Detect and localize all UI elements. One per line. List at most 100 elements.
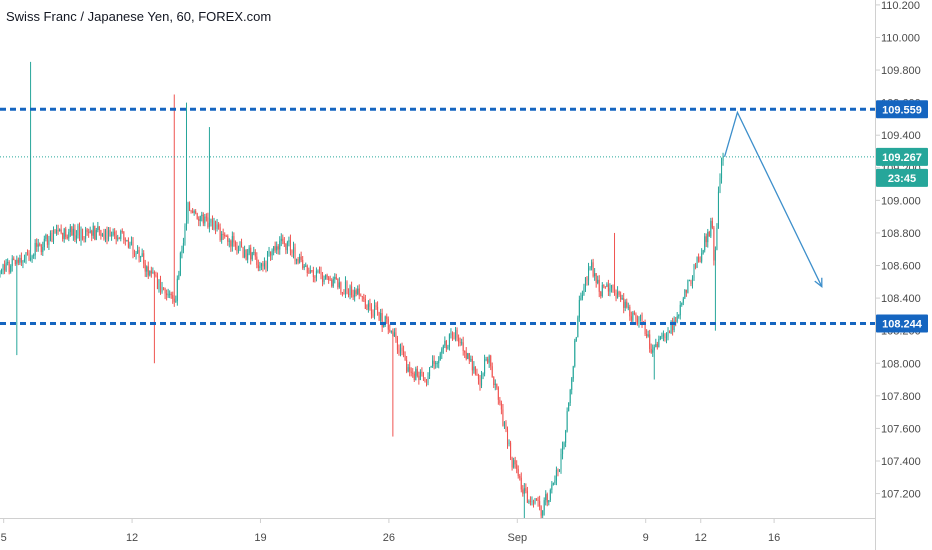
candle-body xyxy=(676,316,678,322)
candle-body xyxy=(390,330,392,332)
candle-body xyxy=(133,254,136,255)
candle-body xyxy=(580,298,582,300)
candle-body xyxy=(5,262,7,271)
candle-body xyxy=(303,266,305,268)
candle-body xyxy=(234,242,236,247)
candle-body xyxy=(314,276,316,278)
candle-body xyxy=(548,500,550,503)
price-tick-label: 110.000 xyxy=(881,32,920,44)
candle-body xyxy=(363,297,365,300)
candle-body xyxy=(302,259,304,268)
candle-body xyxy=(294,247,296,261)
candle-body xyxy=(204,216,206,224)
candle-body xyxy=(179,252,181,275)
candle-body xyxy=(77,225,79,236)
candle-body xyxy=(297,258,299,263)
time-tick-label: 9 xyxy=(643,532,649,544)
candle-body xyxy=(669,331,671,333)
candle-body xyxy=(421,371,423,373)
candle-body xyxy=(268,251,270,254)
candle-body xyxy=(292,247,295,254)
resistance-badge xyxy=(876,100,928,119)
candle-body xyxy=(185,220,188,226)
candle-body xyxy=(433,360,435,364)
candle-body xyxy=(594,273,596,277)
candle-body xyxy=(500,402,502,410)
candle-body xyxy=(439,353,441,361)
candle-body xyxy=(595,273,597,283)
candle-body xyxy=(239,242,241,251)
candle-body xyxy=(254,252,256,257)
candle-body xyxy=(45,234,47,239)
candle-body xyxy=(630,316,632,321)
candle-body xyxy=(169,293,171,295)
candle-body xyxy=(150,270,152,274)
candle-body xyxy=(132,241,134,255)
candle-body xyxy=(609,288,611,292)
candle-body xyxy=(237,250,240,252)
candle-body xyxy=(78,225,81,241)
candle-body xyxy=(627,306,629,308)
candle-body xyxy=(11,258,13,267)
candle-body xyxy=(693,265,695,278)
candle-body xyxy=(665,336,668,338)
time-tick-label: 5 xyxy=(1,532,7,544)
price-tick-label: 108.600 xyxy=(881,261,921,273)
candle-body xyxy=(25,252,27,259)
candle-body xyxy=(470,358,472,361)
candle-body xyxy=(620,294,622,300)
candle-body xyxy=(364,299,366,309)
candle-body xyxy=(46,234,48,245)
candle-body xyxy=(601,284,603,297)
candle-body xyxy=(95,230,97,240)
candle-body xyxy=(288,240,290,243)
candle-body xyxy=(436,363,438,364)
candle-body xyxy=(667,331,669,337)
candle-body xyxy=(146,266,148,272)
candle-body xyxy=(17,259,19,263)
candle-body xyxy=(484,359,486,374)
candle-body xyxy=(398,349,400,353)
candle-body xyxy=(542,510,544,516)
candle-body xyxy=(655,344,657,348)
candle-body xyxy=(672,321,674,331)
candle-body xyxy=(274,246,276,251)
candle-body xyxy=(358,288,360,296)
candle-body xyxy=(626,301,628,308)
candle-body xyxy=(306,265,308,273)
candle-body xyxy=(202,214,204,224)
candle-body xyxy=(513,460,515,468)
price-tick-label: 107.600 xyxy=(881,423,921,435)
candle-body xyxy=(308,272,310,274)
candle-body xyxy=(39,244,41,246)
candle-body xyxy=(698,257,700,262)
candle-body xyxy=(493,377,495,385)
candle-body xyxy=(88,232,90,233)
candle-body xyxy=(487,359,489,363)
candle-body xyxy=(218,224,220,228)
candle-body xyxy=(639,314,642,317)
candle-body xyxy=(707,231,709,243)
candle-body xyxy=(244,249,246,257)
candle-body xyxy=(224,234,226,237)
candle-body xyxy=(598,279,600,292)
candle-body xyxy=(714,249,716,261)
candle-body xyxy=(716,228,718,250)
candle-body xyxy=(231,236,233,247)
candle-body xyxy=(129,243,131,248)
candle-body xyxy=(424,377,426,382)
chart-title: Swiss Franc / Japanese Yen, 60, FOREX.co… xyxy=(6,9,271,24)
candle-body xyxy=(256,256,258,265)
candle-body xyxy=(187,202,189,221)
candle-body xyxy=(458,337,460,342)
candle-body xyxy=(592,262,594,277)
candle-body xyxy=(597,279,599,283)
candle-body xyxy=(135,252,137,255)
price-axis: 110.200110.000109.800109.600109.400109.2… xyxy=(875,0,928,550)
candle-body xyxy=(393,332,395,337)
candle-body xyxy=(106,230,108,240)
price-tick-label: 107.800 xyxy=(881,391,921,403)
candle-body xyxy=(271,250,273,256)
candle-body xyxy=(280,238,282,241)
